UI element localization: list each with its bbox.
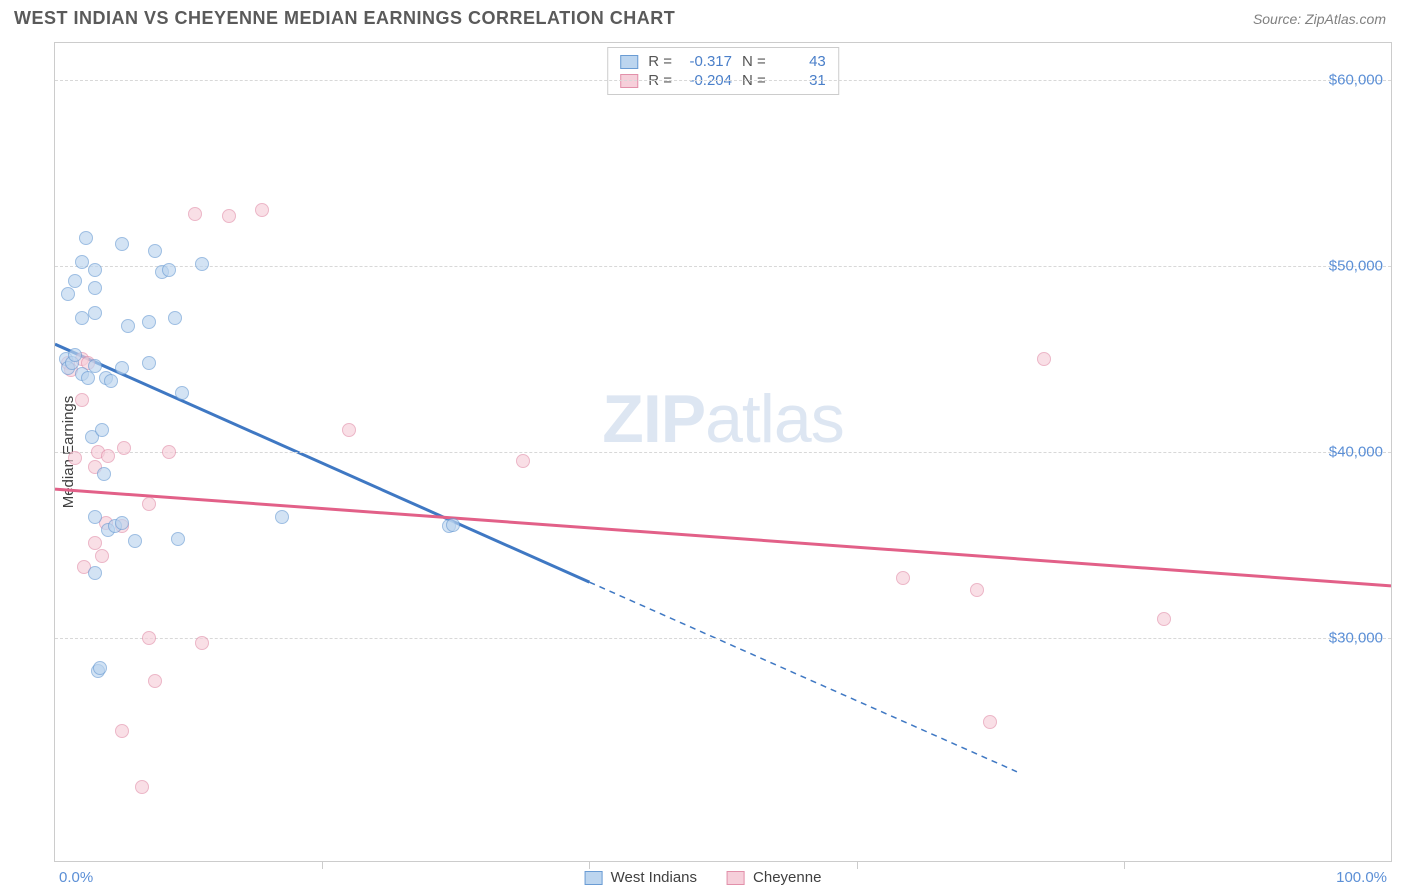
n-label: N = — [742, 53, 766, 70]
data-point — [195, 257, 209, 271]
data-point — [162, 263, 176, 277]
trend-line — [55, 489, 1391, 586]
gridline — [55, 452, 1391, 453]
data-point — [135, 780, 149, 794]
data-point — [88, 281, 102, 295]
x-tick — [857, 861, 858, 869]
data-point — [121, 319, 135, 333]
data-point — [115, 516, 129, 530]
data-point — [896, 571, 910, 585]
data-point — [97, 467, 111, 481]
r-value: -0.317 — [682, 53, 732, 70]
n-value: 43 — [776, 53, 826, 70]
data-point — [171, 532, 185, 546]
data-point — [104, 374, 118, 388]
data-point — [95, 423, 109, 437]
data-point — [88, 566, 102, 580]
x-tick — [589, 861, 590, 869]
data-point — [75, 255, 89, 269]
y-tick-label: $60,000 — [1329, 72, 1383, 89]
data-point — [148, 674, 162, 688]
data-point — [1157, 612, 1171, 626]
data-point — [88, 306, 102, 320]
plot-container: Median Earnings ZIPatlas R = -0.317 N = … — [14, 42, 1392, 862]
data-point — [128, 534, 142, 548]
data-point — [1037, 352, 1051, 366]
data-point — [68, 274, 82, 288]
gridline — [55, 80, 1391, 81]
data-point — [222, 209, 236, 223]
chart-title: WEST INDIAN VS CHEYENNE MEDIAN EARNINGS … — [14, 8, 675, 29]
data-point — [115, 724, 129, 738]
data-point — [68, 348, 82, 362]
data-point — [516, 454, 530, 468]
trend-line — [589, 582, 1017, 772]
data-point — [88, 510, 102, 524]
data-point — [275, 510, 289, 524]
data-point — [168, 311, 182, 325]
data-point — [115, 237, 129, 251]
watermark-zip: ZIP — [602, 381, 705, 457]
legend-label: West Indians — [611, 869, 697, 886]
data-point — [142, 315, 156, 329]
data-point — [95, 549, 109, 563]
data-point — [142, 631, 156, 645]
y-tick-label: $40,000 — [1329, 444, 1383, 461]
data-point — [142, 497, 156, 511]
legend-label: Cheyenne — [753, 869, 821, 886]
stats-legend: R = -0.317 N = 43 R = -0.204 N = 31 — [607, 47, 839, 95]
gridline — [55, 638, 1391, 639]
data-point — [446, 518, 460, 532]
data-point — [188, 207, 202, 221]
x-axis-min-label: 0.0% — [59, 869, 93, 886]
data-point — [175, 386, 189, 400]
x-tick — [322, 861, 323, 869]
scatter-plot: ZIPatlas R = -0.317 N = 43 R = -0.204 N … — [54, 42, 1392, 862]
gridline — [55, 266, 1391, 267]
data-point — [75, 311, 89, 325]
swatch-icon — [585, 871, 603, 885]
data-point — [93, 661, 107, 675]
data-point — [162, 445, 176, 459]
data-point — [88, 263, 102, 277]
swatch-icon — [620, 55, 638, 69]
x-tick — [1124, 861, 1125, 869]
swatch-icon — [727, 871, 745, 885]
chart-header: WEST INDIAN VS CHEYENNE MEDIAN EARNINGS … — [0, 0, 1406, 35]
x-axis-max-label: 100.0% — [1336, 869, 1387, 886]
data-point — [115, 361, 129, 375]
data-point — [88, 359, 102, 373]
watermark-atlas: atlas — [705, 381, 844, 457]
y-tick-label: $50,000 — [1329, 258, 1383, 275]
legend-item: West Indians — [585, 869, 697, 886]
stats-row: R = -0.317 N = 43 — [620, 52, 826, 71]
legend-item: Cheyenne — [727, 869, 821, 886]
data-point — [61, 287, 75, 301]
data-point — [255, 203, 269, 217]
data-point — [142, 356, 156, 370]
data-point — [148, 244, 162, 258]
chart-source: Source: ZipAtlas.com — [1253, 11, 1386, 27]
r-label: R = — [648, 53, 672, 70]
y-tick-label: $30,000 — [1329, 629, 1383, 646]
series-legend: West Indians Cheyenne — [585, 869, 822, 886]
data-point — [970, 583, 984, 597]
data-point — [117, 441, 131, 455]
data-point — [983, 715, 997, 729]
data-point — [75, 393, 89, 407]
data-point — [68, 451, 82, 465]
data-point — [79, 231, 93, 245]
data-point — [88, 536, 102, 550]
data-point — [195, 636, 209, 650]
data-point — [342, 423, 356, 437]
watermark: ZIPatlas — [602, 380, 843, 458]
data-point — [101, 449, 115, 463]
